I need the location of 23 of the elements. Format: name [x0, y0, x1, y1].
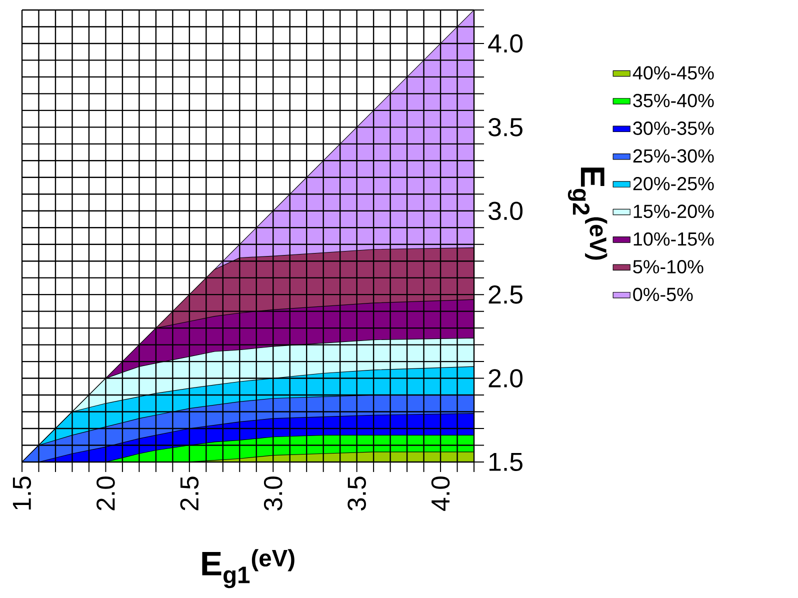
- x-tick-label: 2.0: [96, 476, 115, 510]
- legend-label: 0%-5%: [633, 288, 693, 302]
- y-tick-label: 2.5: [488, 285, 522, 304]
- legend-label: 25%-30%: [633, 149, 714, 163]
- legend-label: 10%-15%: [634, 232, 714, 246]
- y-tick-label: 3.0: [488, 202, 523, 220]
- x-tick-label: 1.5: [12, 476, 32, 510]
- x-tick-label: 3.0: [264, 476, 282, 511]
- y-tick-label: 1.5: [490, 452, 522, 472]
- x-axis-title: E$_{g1}$(eV): [202, 549, 294, 588]
- y-tick-label: 4.0: [488, 34, 523, 53]
- legend-label: 20%-25%: [633, 176, 714, 190]
- y-tick-label: 2.0: [488, 369, 523, 388]
- x-tick-label: 3.5: [348, 476, 366, 511]
- legend-label: 30%-35%: [633, 122, 714, 135]
- y-tick-label: 3.5: [488, 118, 522, 136]
- legend-label: 15%-20%: [634, 204, 714, 218]
- legend-label: 40%-45%: [632, 66, 714, 80]
- x-tick-label: 4.0: [431, 476, 450, 511]
- x-tick-label: 2.5: [180, 476, 199, 510]
- legend-label: 35%-40%: [633, 94, 714, 108]
- legend-label: 5%-10%: [633, 260, 704, 274]
- y-axis-title: E$_{g2}$(eV): [568, 168, 608, 260]
